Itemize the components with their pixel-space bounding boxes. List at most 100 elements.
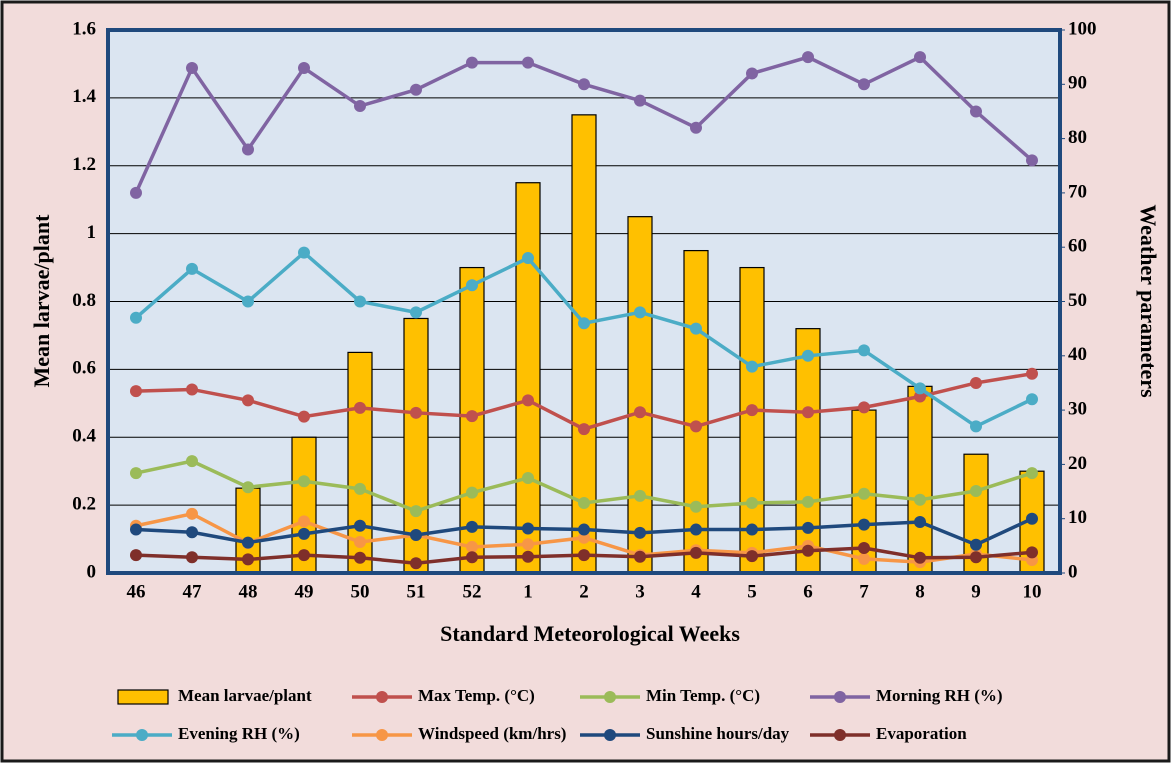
marker: [186, 551, 198, 564]
marker: [858, 518, 870, 531]
marker: [802, 521, 814, 534]
marker: [466, 520, 478, 533]
marker: [242, 481, 254, 494]
marker: [802, 406, 814, 419]
y2-tick-label: 20: [1068, 453, 1087, 474]
marker: [970, 376, 982, 389]
marker: [522, 394, 534, 407]
x-tick-label: 47: [183, 581, 203, 602]
marker: [1026, 154, 1038, 167]
marker: [802, 544, 814, 557]
marker: [690, 546, 702, 559]
marker: [354, 536, 366, 549]
marker: [914, 551, 926, 564]
marker: [1026, 367, 1038, 380]
marker: [634, 94, 646, 107]
marker: [690, 420, 702, 433]
legend-label: Max Temp. (°C): [418, 686, 535, 705]
marker: [186, 455, 198, 468]
marker: [746, 360, 758, 373]
y-tick-label: 0.8: [72, 290, 96, 311]
x-tick-label: 48: [239, 581, 258, 602]
bar: [907, 385, 933, 574]
marker: [298, 515, 310, 528]
marker: [634, 489, 646, 502]
y2-tick-label: 0: [1068, 561, 1078, 582]
marker: [466, 279, 478, 292]
legend-label: Windspeed (km/hrs): [418, 724, 566, 743]
legend-marker: [604, 691, 616, 703]
legend-marker: [834, 691, 846, 703]
marker: [466, 56, 478, 69]
marker: [970, 485, 982, 498]
marker: [410, 528, 422, 541]
x-tick-label: 6: [803, 581, 813, 602]
marker: [242, 295, 254, 308]
legend-label: Min Temp. (°C): [646, 686, 760, 705]
y2-tick-label: 30: [1068, 398, 1087, 419]
marker: [914, 382, 926, 395]
marker: [410, 83, 422, 96]
x-tick-label: 46: [127, 581, 146, 602]
marker: [466, 540, 478, 553]
y2-tick-label: 10: [1068, 507, 1087, 528]
marker: [578, 549, 590, 562]
marker: [1026, 393, 1038, 406]
marker: [242, 143, 254, 156]
marker: [914, 493, 926, 506]
y-tick-label: 1.2: [72, 154, 96, 175]
marker: [130, 523, 142, 536]
marker: [802, 495, 814, 508]
x-tick-label: 50: [351, 581, 370, 602]
marker: [1026, 546, 1038, 559]
marker: [578, 317, 590, 330]
bar: [683, 249, 709, 574]
marker: [298, 246, 310, 259]
marker: [186, 507, 198, 520]
marker: [746, 67, 758, 80]
marker: [858, 487, 870, 500]
marker: [522, 252, 534, 265]
marker: [746, 496, 758, 509]
legend-marker: [376, 691, 388, 703]
marker: [410, 306, 422, 319]
marker: [858, 542, 870, 555]
y-tick-label: 0.2: [72, 493, 96, 514]
marker: [914, 51, 926, 64]
x-axis-title: Standard Meteorological Weeks: [440, 621, 740, 646]
marker: [522, 538, 534, 551]
y2-tick-label: 60: [1068, 236, 1087, 257]
legend-marker: [376, 729, 388, 741]
marker: [858, 344, 870, 357]
legend-label: Evening RH (%): [178, 724, 300, 743]
x-tick-label: 5: [747, 581, 757, 602]
marker: [410, 505, 422, 518]
marker: [858, 401, 870, 414]
marker: [130, 186, 142, 199]
marker: [690, 500, 702, 513]
x-tick-label: 10: [1023, 581, 1042, 602]
y-tick-label: 0.6: [72, 358, 96, 379]
y2-tick-label: 80: [1068, 127, 1087, 148]
y2-tick-label: 90: [1068, 73, 1087, 94]
marker: [970, 551, 982, 564]
marker: [690, 121, 702, 134]
marker: [466, 410, 478, 423]
marker: [634, 406, 646, 419]
marker: [578, 496, 590, 509]
marker: [298, 410, 310, 423]
marker: [186, 262, 198, 275]
x-tick-label: 2: [579, 581, 589, 602]
marker: [410, 557, 422, 570]
marker: [970, 420, 982, 433]
marks: [130, 51, 1045, 574]
x-tick-label: 4: [691, 581, 701, 602]
marker: [802, 349, 814, 362]
marker: [466, 486, 478, 499]
y2-tick-label: 100: [1068, 18, 1097, 39]
marker: [1026, 512, 1038, 525]
x-tick-label: 3: [635, 581, 645, 602]
marker: [130, 467, 142, 480]
marker: [690, 523, 702, 536]
